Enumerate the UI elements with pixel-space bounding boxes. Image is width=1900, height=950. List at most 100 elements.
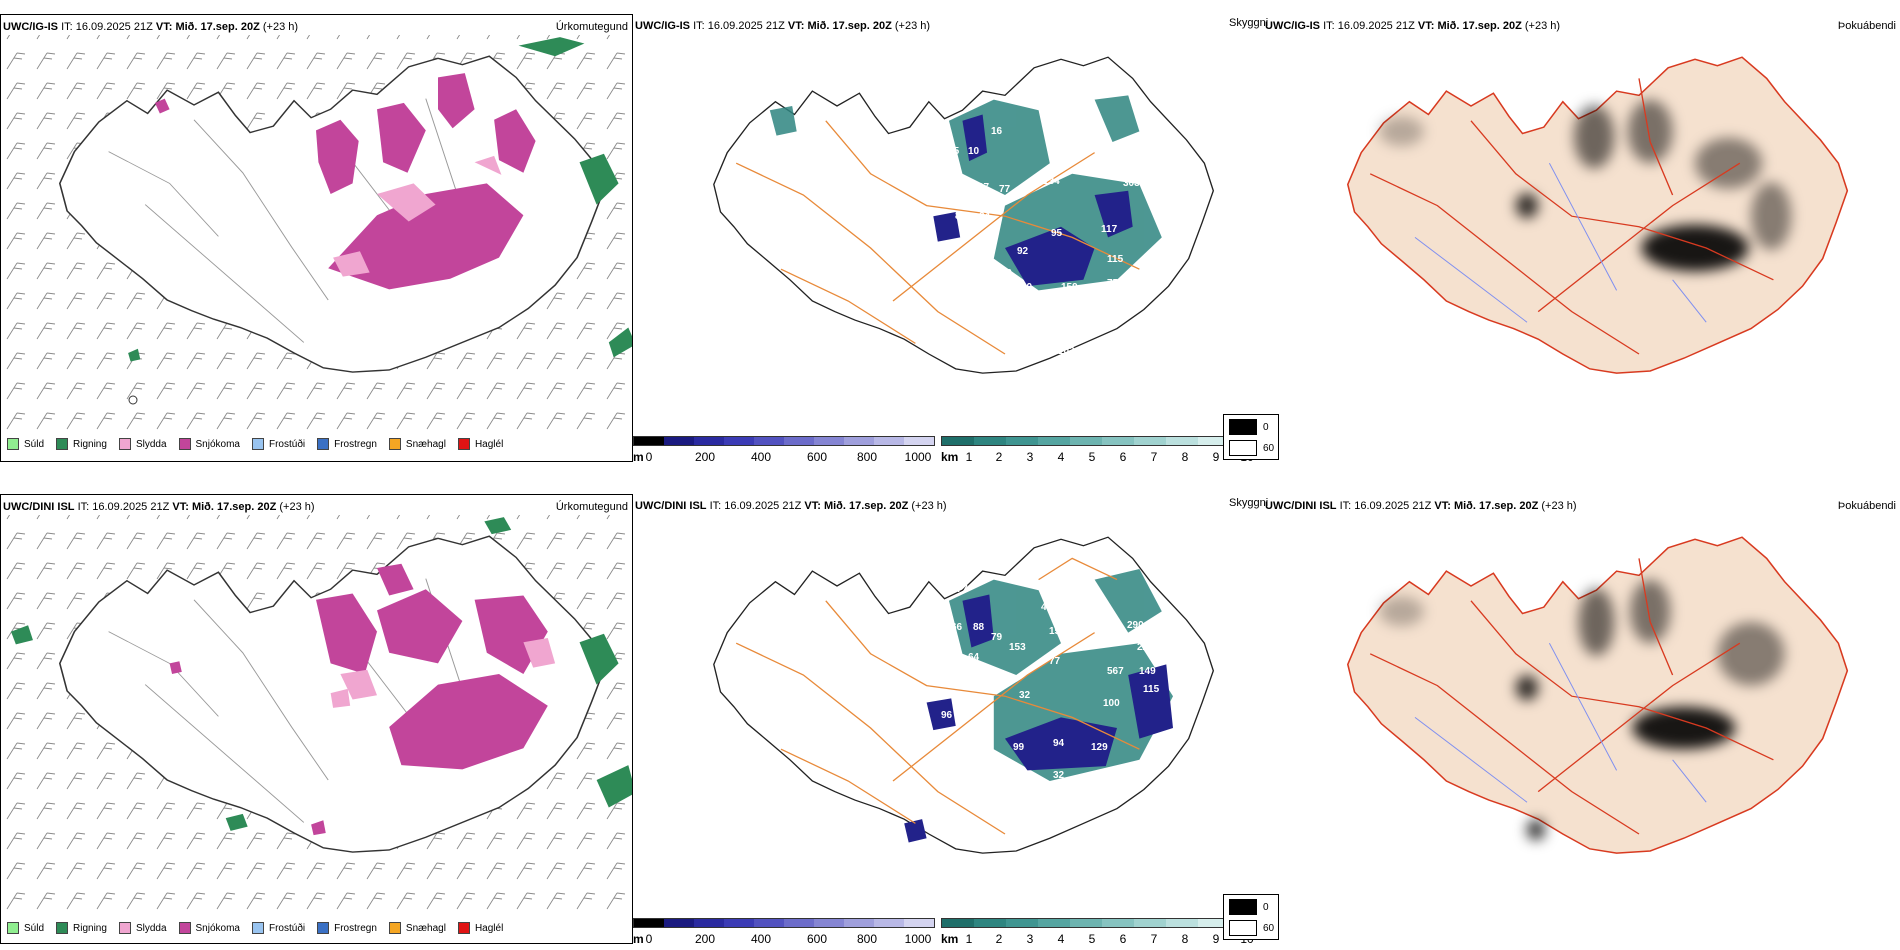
legend-swatch	[388, 922, 401, 934]
legend-item: Snæhagl	[388, 438, 446, 450]
visibility-scale: km 1 2 3 4 5 6 7 8 9 10	[941, 434, 1263, 466]
vis-label: 77	[1083, 302, 1095, 313]
vis-label: 117	[1101, 224, 1118, 235]
vis-label: 32	[1053, 770, 1065, 781]
vis-label: 88	[973, 622, 985, 633]
panel-title: Skyggni	[1229, 17, 1269, 29]
panel-title: Skyggni	[1229, 497, 1269, 509]
scale-tick: 6	[1119, 932, 1127, 946]
scale-tick: 5	[1088, 450, 1096, 464]
legend-item: Snæhagl	[388, 922, 446, 934]
vis-label: 303	[1123, 178, 1140, 189]
scale-tick: 600	[806, 450, 828, 464]
vis-label: 266	[1053, 308, 1070, 319]
vis-label: 149	[1139, 666, 1156, 677]
visibility-unit: km	[941, 932, 959, 946]
vis-label: 95	[1051, 228, 1063, 239]
scale-tick: 200	[694, 450, 716, 464]
vis-label: 103	[1058, 346, 1075, 357]
vis-label: 228	[1137, 642, 1154, 653]
vis-label: 79	[991, 632, 1003, 643]
legend-swatch	[178, 922, 191, 934]
panel-header: UWC/DINI ISL IT: 16.09.2025 21Z VT: Mið.…	[635, 500, 947, 512]
fog-legend: 0 60	[1223, 894, 1279, 940]
cloud-base-scale: m 0 200 400 600 800 1000	[633, 434, 935, 466]
vis-label: 153	[1009, 642, 1026, 653]
vis-label: 77	[1049, 656, 1061, 667]
vis-label: 100	[1103, 698, 1120, 709]
vis-label: 64	[968, 652, 980, 663]
fog-panel-row1: UWC/IG-IS IT: 16.09.2025 21Z VT: Mið. 17…	[1223, 14, 1900, 462]
vis-label: 159	[1061, 282, 1078, 293]
precip-panel-row2: UWC/DINI ISL IT: 16.09.2025 21Z VT: Mið.…	[0, 494, 633, 944]
legend-swatch	[56, 438, 69, 450]
legend-swatch	[251, 922, 264, 934]
fog-map	[1347, 536, 1849, 854]
vis-label: 92	[1017, 246, 1029, 257]
vis-label: 10	[968, 146, 980, 157]
scale-tick: 4	[1057, 932, 1065, 946]
scale-tick: 0	[645, 932, 653, 946]
vis-label: 77	[999, 184, 1011, 195]
scale-tick: 2	[995, 932, 1003, 946]
vis-label: 158	[1049, 626, 1066, 637]
vis-label: 177	[951, 584, 968, 595]
vis-label: 81	[955, 211, 967, 222]
panel-title: Úrkomutegund	[555, 501, 628, 513]
legend-swatch	[7, 922, 19, 934]
visibility-map: 115 10 16 81 72 97 77 81 04 549 134 303 …	[713, 56, 1214, 374]
vis-label: 72	[955, 196, 967, 207]
legend-swatch	[251, 438, 264, 450]
visibility-colorbar	[941, 918, 1263, 928]
scale-tick: 5	[1088, 932, 1096, 946]
visibility-scale: km 1 2 3 4 5 6 7 8 9 10	[941, 916, 1263, 948]
cloud-base-unit: m	[633, 450, 644, 464]
legend-item: Slydda	[118, 438, 167, 450]
precip-panel-row1: UWC/IG-IS IT: 16.09.2025 21Z VT: Mið. 17…	[0, 14, 633, 462]
precip-map	[1, 35, 632, 430]
scale-tick: 0	[645, 450, 653, 464]
cloud-base-colorbar	[633, 436, 935, 446]
scale-tick: 400	[750, 932, 772, 946]
scale-tick: 9	[1212, 932, 1220, 946]
scale-tick: 1000	[904, 450, 932, 464]
scale-tick: 8	[1181, 932, 1189, 946]
vis-label: 66	[951, 622, 963, 633]
scale-tick: 9	[1212, 450, 1220, 464]
legend-swatch	[118, 922, 131, 934]
scale-tick: 1	[965, 450, 973, 464]
vis-label: 290	[1127, 620, 1144, 631]
vis-label: 252	[995, 268, 1012, 279]
legend-item: Súld	[7, 438, 44, 450]
legend-swatch	[317, 438, 330, 450]
vis-label: 82	[957, 253, 969, 264]
panel-header: UWC/IG-IS IT: 16.09.2025 21Z VT: Mið. 17…	[3, 21, 299, 33]
legend-swatch	[388, 438, 401, 450]
vis-label: 134	[1043, 176, 1060, 187]
cloud-base-unit: m	[633, 932, 644, 946]
legend-swatch	[457, 438, 470, 450]
scale-tick: 4	[1057, 450, 1065, 464]
fog-panel-row2: UWC/DINI ISL IT: 16.09.2025 21Z VT: Mið.…	[1223, 494, 1900, 944]
visibility-panel-row1: UWC/IG-IS IT: 16.09.2025 21Z VT: Mið. 17…	[633, 14, 1268, 464]
cloud-base-colorbar	[633, 918, 935, 928]
scale-tick: 1	[965, 932, 973, 946]
scale-tick: 3	[1026, 932, 1034, 946]
legend-swatch	[56, 922, 69, 934]
legend-item: Súld	[7, 922, 44, 934]
scale-tick: 2	[995, 450, 1003, 464]
scale-tick: 7	[1150, 932, 1158, 946]
vis-label: 81	[951, 176, 963, 187]
legend-item: Frostregn	[317, 438, 377, 450]
scale-tick: 1000	[904, 932, 932, 946]
panel-header: UWC/DINI ISL IT: 16.09.2025 21Z VT: Mið.…	[1265, 500, 1577, 512]
vis-label: 04	[979, 211, 991, 222]
legend-swatch	[317, 922, 330, 934]
vis-label: 80	[1021, 282, 1033, 293]
vis-label: 119	[941, 856, 958, 867]
precip-legend: Súld Rigning Slydda Snjókoma Frostúði Fr…	[7, 919, 515, 937]
scale-tick: 200	[694, 932, 716, 946]
scale-tick: 800	[856, 932, 878, 946]
legend-item: Haglél	[457, 922, 503, 934]
legend-item: Snjókoma	[178, 922, 240, 934]
